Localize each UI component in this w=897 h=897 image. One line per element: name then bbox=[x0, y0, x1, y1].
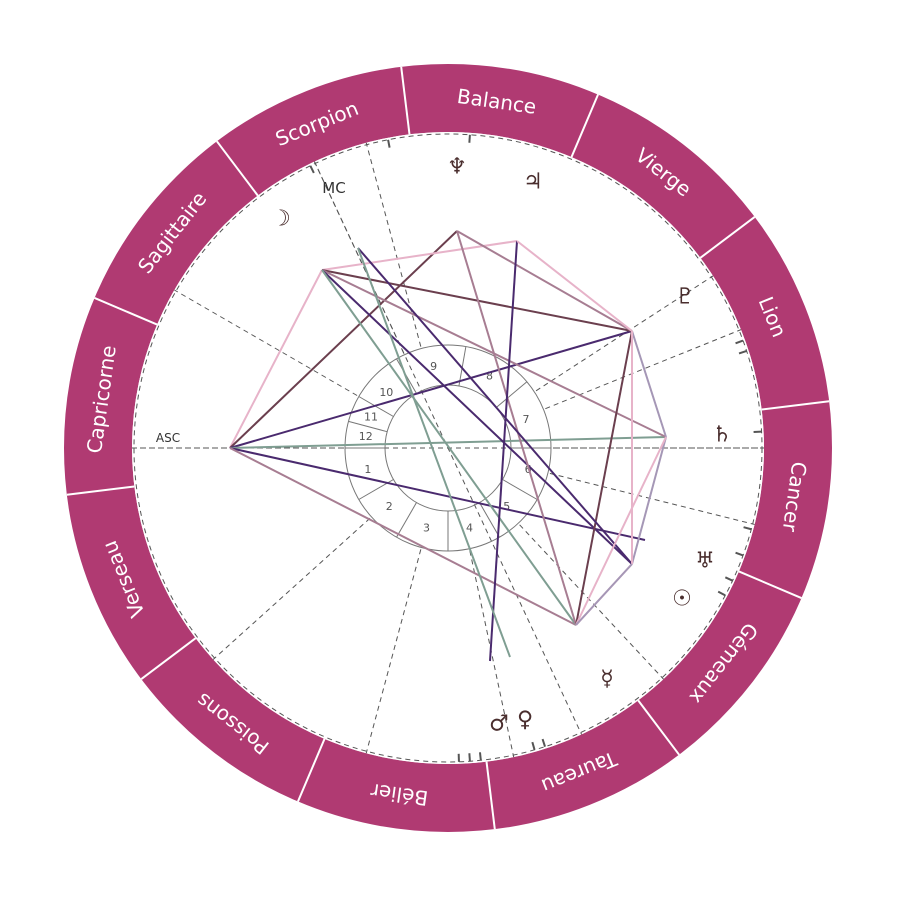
aspect-line bbox=[357, 247, 511, 658]
house-cusp-line bbox=[545, 329, 742, 410]
sign-divider bbox=[637, 699, 680, 756]
aspect-line bbox=[489, 240, 518, 662]
planet-tick bbox=[735, 551, 744, 557]
neptune-icon: ♆ bbox=[447, 155, 467, 180]
house-number-12: 12 bbox=[359, 430, 373, 443]
chart-labels: ASC MC ☽ ♆ ♃ ♇ ♄ ♅☉ ☿ ♀ ♂ bbox=[156, 155, 732, 737]
house-number-11: 11 bbox=[364, 410, 378, 423]
inner-cusp bbox=[348, 420, 388, 433]
house-number-5: 5 bbox=[503, 500, 510, 513]
house-cusp-line bbox=[313, 161, 405, 354]
sign-divider bbox=[216, 140, 259, 197]
planet-tick bbox=[743, 526, 752, 531]
sign-divider bbox=[485, 761, 496, 830]
mc-axis-line bbox=[313, 161, 583, 735]
planet-tick bbox=[541, 738, 546, 747]
house-number-8: 8 bbox=[486, 370, 493, 383]
inner-cusp bbox=[502, 479, 538, 500]
inner-cusp bbox=[458, 346, 467, 387]
house-cusp-line bbox=[519, 524, 664, 680]
planet-tick bbox=[735, 339, 744, 345]
house-cusp-line bbox=[365, 142, 422, 347]
house-cusp-line bbox=[365, 549, 422, 754]
house-cusp-line bbox=[174, 289, 358, 396]
aspect-line bbox=[229, 269, 323, 449]
planet-tick bbox=[724, 576, 734, 582]
planet-tick bbox=[309, 165, 315, 174]
aspect-line bbox=[229, 436, 667, 449]
planet-tick bbox=[478, 752, 482, 761]
planet-tick bbox=[468, 134, 471, 143]
planet-tick bbox=[468, 753, 471, 762]
aspect-line bbox=[575, 563, 633, 626]
sign-divider bbox=[94, 297, 158, 326]
inner-cusp bbox=[495, 381, 528, 408]
aspect-line bbox=[321, 269, 633, 565]
sign-divider bbox=[400, 66, 411, 135]
house-number-7: 7 bbox=[522, 413, 529, 426]
asc-label: ASC bbox=[156, 431, 180, 445]
house-cusp-line bbox=[212, 517, 371, 660]
house-number-10: 10 bbox=[379, 386, 393, 399]
aspect-line bbox=[229, 447, 646, 541]
aspect-line bbox=[229, 330, 633, 449]
aspect-line bbox=[631, 436, 667, 565]
mc-label: MC bbox=[322, 179, 345, 197]
aspect-lines bbox=[229, 230, 667, 662]
sign-divider bbox=[738, 570, 802, 599]
house-number-1: 1 bbox=[364, 463, 371, 476]
pluto-icon: ♇ bbox=[675, 285, 695, 310]
sun-icon: ☉ bbox=[672, 587, 692, 612]
aspect-line bbox=[631, 330, 667, 438]
aspect-line bbox=[456, 230, 633, 332]
planet-tick bbox=[531, 741, 536, 751]
moon-icon: ☽ bbox=[271, 207, 291, 232]
saturn-icon: ♄ bbox=[712, 423, 732, 448]
aspect-line bbox=[516, 240, 633, 332]
mars-icon: ♂ bbox=[489, 712, 509, 737]
house-cusp-line bbox=[469, 550, 515, 758]
planet-tick bbox=[717, 590, 726, 597]
sign-divider bbox=[140, 637, 197, 680]
aspect-line bbox=[575, 330, 633, 626]
aspect-line bbox=[456, 230, 577, 626]
planet-tick bbox=[387, 139, 391, 148]
jupiter-icon: ♃ bbox=[523, 170, 543, 195]
house-number-3: 3 bbox=[423, 522, 430, 535]
inner-cusp bbox=[396, 502, 417, 538]
house-lines bbox=[132, 133, 764, 763]
aspect-line bbox=[321, 269, 577, 626]
sign-divider bbox=[761, 400, 830, 411]
aspect-line bbox=[357, 247, 633, 565]
venus-icon: ♀ bbox=[517, 708, 533, 733]
house-cusp-line bbox=[549, 472, 755, 525]
sign-divider bbox=[297, 738, 326, 802]
aspect-line bbox=[575, 436, 667, 626]
sign-divider bbox=[699, 216, 756, 259]
zodiac-ring bbox=[64, 64, 832, 832]
mercury-icon: ☿ bbox=[600, 667, 614, 692]
house-cusp-line bbox=[535, 275, 714, 392]
house-number-4: 4 bbox=[466, 522, 473, 535]
sign-divider bbox=[66, 485, 135, 496]
aspect-line bbox=[229, 447, 577, 626]
uranus-icon: ♅ bbox=[695, 549, 715, 574]
house-number-9: 9 bbox=[430, 360, 437, 373]
planet-ticks bbox=[309, 134, 762, 762]
sign-divider bbox=[570, 94, 599, 158]
aspect-line bbox=[229, 230, 458, 449]
inner-cusp bbox=[479, 502, 500, 538]
planet-tick bbox=[738, 350, 747, 355]
house-number-2: 2 bbox=[386, 500, 393, 513]
